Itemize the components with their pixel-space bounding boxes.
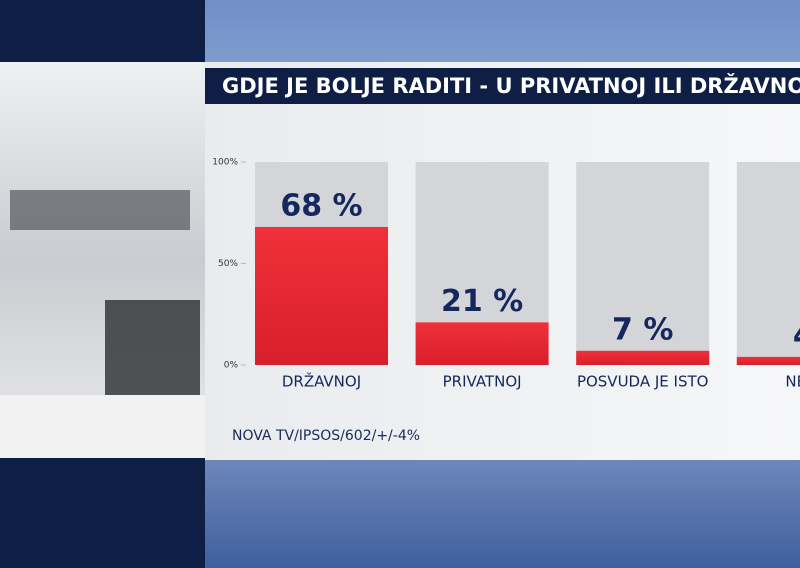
photo-desk: [10, 190, 190, 230]
y-tick-label: 50%: [218, 259, 238, 269]
x-tick-label: PRIVATNOJ: [443, 373, 522, 391]
value-label: 68 %: [280, 188, 362, 223]
source: NOVA TV/IPSOS/602/+/-4%: [232, 428, 420, 444]
bar: [576, 350, 710, 365]
bar: [736, 356, 800, 365]
bar: [415, 322, 549, 365]
bar-background: [736, 162, 800, 365]
value-label: 7 %: [612, 312, 673, 347]
photo-floor: [0, 395, 205, 458]
chart-title: GDJE JE BOLJE RADITI - U PRIVATNOJ ILI D…: [222, 73, 800, 98]
x-tick-label: NE Z: [785, 373, 800, 391]
photo-chair: [105, 300, 200, 410]
value-label: 4: [793, 318, 800, 353]
x-tick-label: DRŽAVNOJ: [282, 372, 361, 391]
y-tick-label: 0%: [224, 361, 239, 371]
y-tick-label: 100%: [212, 158, 238, 168]
bar: [255, 226, 388, 365]
x-tick-label: POSVUDA JE ISTO: [577, 373, 709, 391]
value-label: 21 %: [441, 284, 523, 319]
title-bar: [205, 68, 800, 104]
bar-background: [576, 162, 710, 365]
